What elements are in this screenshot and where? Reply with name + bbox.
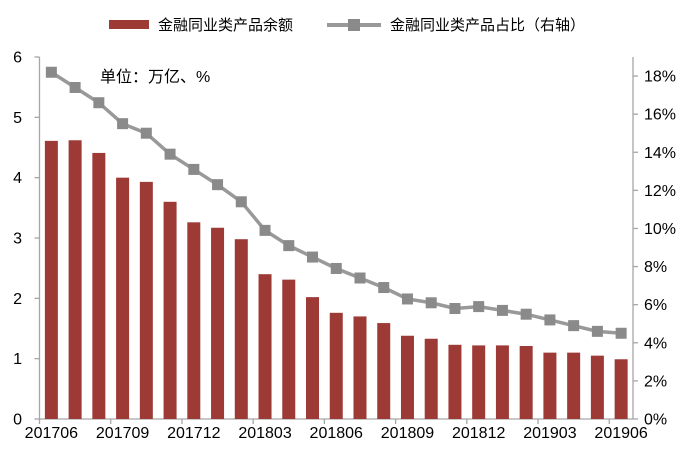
right-axis-tick-label: 6% (644, 297, 667, 314)
left-axis-tick-label: 2 (13, 291, 22, 308)
left-axis-tick-label: 3 (13, 231, 22, 248)
x-axis-tick-label: 201706 (25, 425, 78, 442)
bar (187, 222, 201, 419)
bar (139, 181, 153, 419)
line-marker (330, 262, 342, 274)
line-marker (615, 327, 627, 339)
line-marker (45, 66, 57, 78)
right-axis-tick-label: 12% (644, 183, 676, 200)
left-axis-tick-label: 1 (13, 351, 22, 368)
legend-bar-swatch-icon (108, 20, 149, 29)
left-axis-tick-label: 6 (13, 50, 22, 67)
legend: 金融同业类产品余额 金融同业类产品占比（右轴） (0, 14, 694, 35)
line-marker (544, 314, 556, 326)
x-axis-tick-label: 201712 (167, 425, 220, 442)
bar (353, 316, 367, 419)
bar (329, 312, 343, 419)
x-axis-tick-label: 201812 (452, 425, 505, 442)
line-marker (496, 304, 508, 316)
x-axis-tick-label: 201806 (310, 425, 363, 442)
line-marker (117, 118, 129, 130)
bar (68, 140, 82, 419)
line-marker (140, 127, 152, 139)
legend-item-0[interactable]: 金融同业类产品余额 (108, 14, 293, 35)
bar (543, 352, 557, 419)
line-marker (307, 251, 319, 263)
line-marker (212, 179, 224, 191)
bar (590, 355, 604, 419)
bar (306, 297, 320, 419)
bar (519, 345, 533, 419)
ratio-line (50, 70, 622, 336)
bar (116, 177, 130, 419)
bar (258, 274, 272, 419)
bar (495, 345, 509, 419)
bar (282, 279, 296, 419)
line-marker (425, 297, 437, 309)
line-marker (473, 301, 485, 313)
line-marker (235, 196, 247, 208)
line-marker (93, 97, 105, 109)
bar (472, 345, 486, 419)
bar (163, 201, 177, 419)
bar (234, 239, 248, 419)
bar (211, 227, 225, 419)
right-axis-tick-label: 18% (644, 69, 676, 86)
line-marker (378, 282, 390, 294)
line-marker (188, 163, 200, 175)
left-axis-tick-label: 4 (13, 170, 22, 187)
left-axis-tick-label: 0 (13, 412, 22, 429)
right-axis-tick-label: 4% (644, 335, 667, 352)
legend-label: 金融同业类产品余额 (157, 17, 293, 34)
x-axis-tick-label: 201903 (523, 425, 576, 442)
right-axis-tick-label: 8% (644, 259, 667, 276)
bar (92, 152, 106, 419)
legend-item-1[interactable]: 金融同业类产品占比（右轴） (327, 14, 585, 35)
bar (400, 335, 414, 419)
line-marker (69, 81, 81, 93)
bar (424, 338, 438, 419)
line-marker (164, 148, 176, 160)
line-marker (449, 302, 461, 314)
line-marker (591, 325, 603, 337)
right-axis-tick-label: 10% (644, 221, 676, 238)
right-axis-tick-label: 16% (644, 107, 676, 124)
right-axis-tick-label: 14% (644, 145, 676, 162)
bar (614, 359, 628, 419)
right-axis-tick-label: 2% (644, 373, 667, 390)
bar (567, 352, 581, 419)
x-axis-tick-label: 201906 (594, 425, 647, 442)
right-axis-tick-label: 0% (644, 412, 667, 429)
bar (44, 140, 58, 419)
x-axis-tick-label: 201809 (381, 425, 434, 442)
unit-annotation: 单位：万亿、% (100, 69, 211, 86)
legend-line-marker (348, 18, 360, 31)
line-marker (401, 293, 413, 305)
legend-label: 金融同业类产品占比（右轴） (390, 17, 586, 34)
line-marker (520, 308, 532, 320)
line-marker (259, 224, 271, 236)
line-marker (354, 272, 366, 284)
bar (377, 323, 391, 419)
line-marker (283, 240, 295, 252)
line-marker (568, 320, 580, 332)
x-axis-tick-label: 201803 (238, 425, 291, 442)
bar (448, 344, 462, 419)
x-axis-tick-label: 201709 (96, 425, 149, 442)
left-axis-tick-label: 5 (13, 110, 22, 127)
legend-line-swatch-icon (327, 18, 381, 31)
